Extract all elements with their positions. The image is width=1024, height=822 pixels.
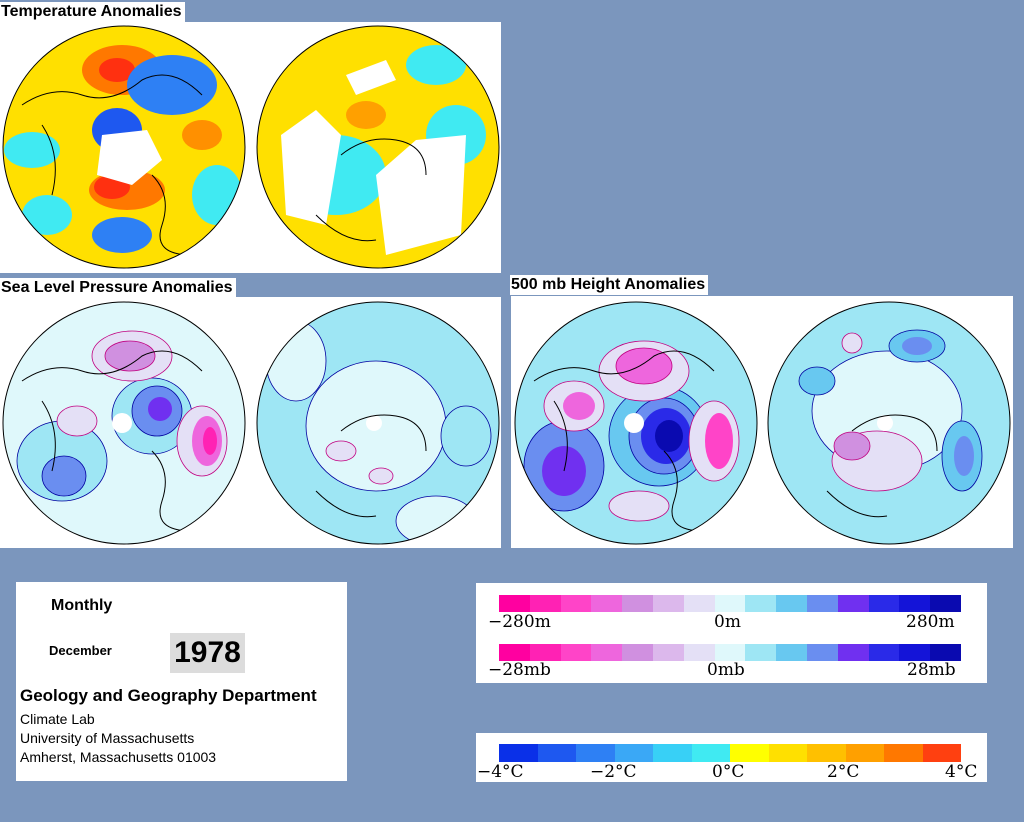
height-swatch-13 — [899, 595, 931, 612]
address-label: Amherst, Massachusetts 01003 — [20, 749, 217, 765]
slp-swatch-13 — [899, 644, 931, 661]
temperature-swatch-1 — [537, 744, 576, 762]
height-swatch-11 — [837, 595, 869, 612]
temp-label-0: −4°C — [477, 762, 524, 782]
slp-swatch-11 — [837, 644, 869, 661]
slp-swatch-4 — [622, 644, 653, 661]
university-label: University of Massachusetts — [20, 730, 195, 746]
info-panel: Monthly December 1978 Geology and Geogra… — [16, 582, 347, 781]
temperature-swatch-6 — [730, 744, 769, 762]
height-swatch-7 — [714, 595, 746, 612]
slp-swatch-1 — [529, 644, 561, 661]
slp-colorbar — [499, 644, 961, 661]
height-mid-label: 0m — [714, 612, 741, 632]
slp-swatch-8 — [745, 644, 777, 661]
department-label: Geology and Geography Department — [20, 686, 317, 705]
height-min-label: −280m — [488, 612, 551, 632]
temperature-legend: −4°C −2°C 0°C 2°C 4°C — [476, 733, 987, 782]
slp-globe-south — [256, 301, 500, 545]
height-swatch-9 — [776, 595, 807, 612]
slp-swatch-3 — [591, 644, 623, 661]
temperature-swatch-0 — [499, 744, 538, 762]
height-swatch-12 — [868, 595, 900, 612]
slp-swatch-12 — [868, 644, 900, 661]
temperature-globe-north — [2, 25, 246, 269]
temp-label-4: 4°C — [945, 762, 978, 782]
temperature-title: Temperature Anomalies — [0, 2, 185, 22]
slp-swatch-9 — [776, 644, 807, 661]
temperature-swatch-8 — [807, 744, 846, 762]
slp-swatch-7 — [714, 644, 746, 661]
temperature-swatch-11 — [922, 744, 961, 762]
slp-max-label: 28mb — [907, 660, 956, 680]
slp-swatch-10 — [806, 644, 838, 661]
temperature-colorbar — [499, 744, 961, 762]
height-swatch-5 — [652, 595, 684, 612]
temp-label-1: −2°C — [590, 762, 637, 782]
temperature-globe-south — [256, 25, 500, 269]
height-title: 500 mb Height Anomalies — [510, 275, 709, 295]
height-colorbar — [499, 595, 961, 612]
height-swatch-6 — [683, 595, 715, 612]
lab-label: Climate Lab — [20, 711, 95, 727]
height-globe-south — [767, 301, 1011, 545]
height-swatch-8 — [745, 595, 777, 612]
temperature-swatch-7 — [768, 744, 807, 762]
contour-legend: −280m 0m 280m −28mb 0mb 28mb — [476, 583, 987, 683]
slp-swatch-0 — [499, 644, 530, 661]
temperature-swatch-2 — [576, 744, 615, 762]
slp-mid-label: 0mb — [707, 660, 745, 680]
height-swatch-2 — [560, 595, 592, 612]
temp-label-2: 0°C — [712, 762, 745, 782]
temperature-swatch-9 — [845, 744, 884, 762]
temperature-swatch-4 — [653, 744, 692, 762]
height-swatch-10 — [806, 595, 838, 612]
height-swatch-14 — [930, 595, 961, 612]
slp-globe-north — [2, 301, 246, 545]
temperature-swatch-3 — [614, 744, 653, 762]
height-max-label: 280m — [906, 612, 955, 632]
slp-swatch-5 — [652, 644, 684, 661]
slp-swatch-6 — [683, 644, 715, 661]
height-swatch-3 — [591, 595, 623, 612]
month-label: December — [49, 643, 112, 658]
temperature-swatch-10 — [884, 744, 923, 762]
slp-swatch-14 — [930, 644, 961, 661]
height-swatch-1 — [529, 595, 561, 612]
slp-swatch-2 — [560, 644, 592, 661]
height-globe-north — [514, 301, 758, 545]
year-label: 1978 — [170, 633, 245, 673]
height-swatch-0 — [499, 595, 530, 612]
height-swatch-4 — [622, 595, 653, 612]
temp-label-3: 2°C — [827, 762, 860, 782]
period-label: Monthly — [51, 597, 113, 614]
temperature-swatch-5 — [691, 744, 730, 762]
slp-min-label: −28mb — [488, 660, 551, 680]
slp-title: Sea Level Pressure Anomalies — [0, 278, 236, 298]
